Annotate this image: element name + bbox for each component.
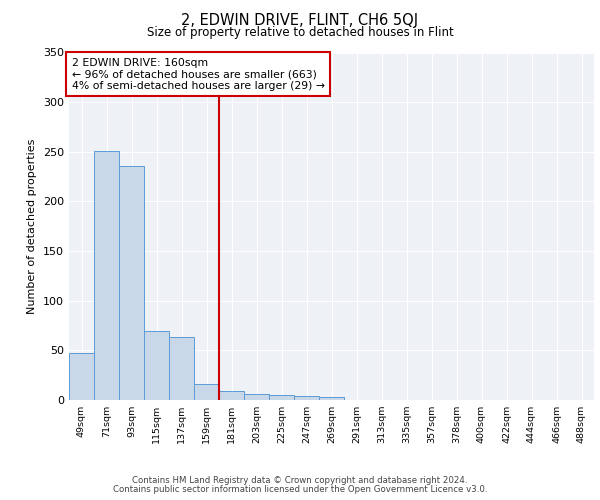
Bar <box>244 394 269 400</box>
Text: Contains HM Land Registry data © Crown copyright and database right 2024.: Contains HM Land Registry data © Crown c… <box>132 476 468 485</box>
Bar <box>119 166 144 400</box>
Text: Contains public sector information licensed under the Open Government Licence v3: Contains public sector information licen… <box>113 485 487 494</box>
Bar <box>319 397 344 400</box>
Bar <box>294 396 319 400</box>
Bar <box>144 332 169 400</box>
Text: 2, EDWIN DRIVE, FLINT, CH6 5QJ: 2, EDWIN DRIVE, FLINT, CH6 5QJ <box>181 12 419 28</box>
Bar <box>194 384 219 400</box>
Bar <box>69 354 94 400</box>
Bar <box>269 395 294 400</box>
Text: 2 EDWIN DRIVE: 160sqm
← 96% of detached houses are smaller (663)
4% of semi-deta: 2 EDWIN DRIVE: 160sqm ← 96% of detached … <box>71 58 325 91</box>
Bar <box>94 151 119 400</box>
Bar <box>219 391 244 400</box>
Bar <box>169 338 194 400</box>
Text: Size of property relative to detached houses in Flint: Size of property relative to detached ho… <box>146 26 454 39</box>
Y-axis label: Number of detached properties: Number of detached properties <box>28 138 37 314</box>
